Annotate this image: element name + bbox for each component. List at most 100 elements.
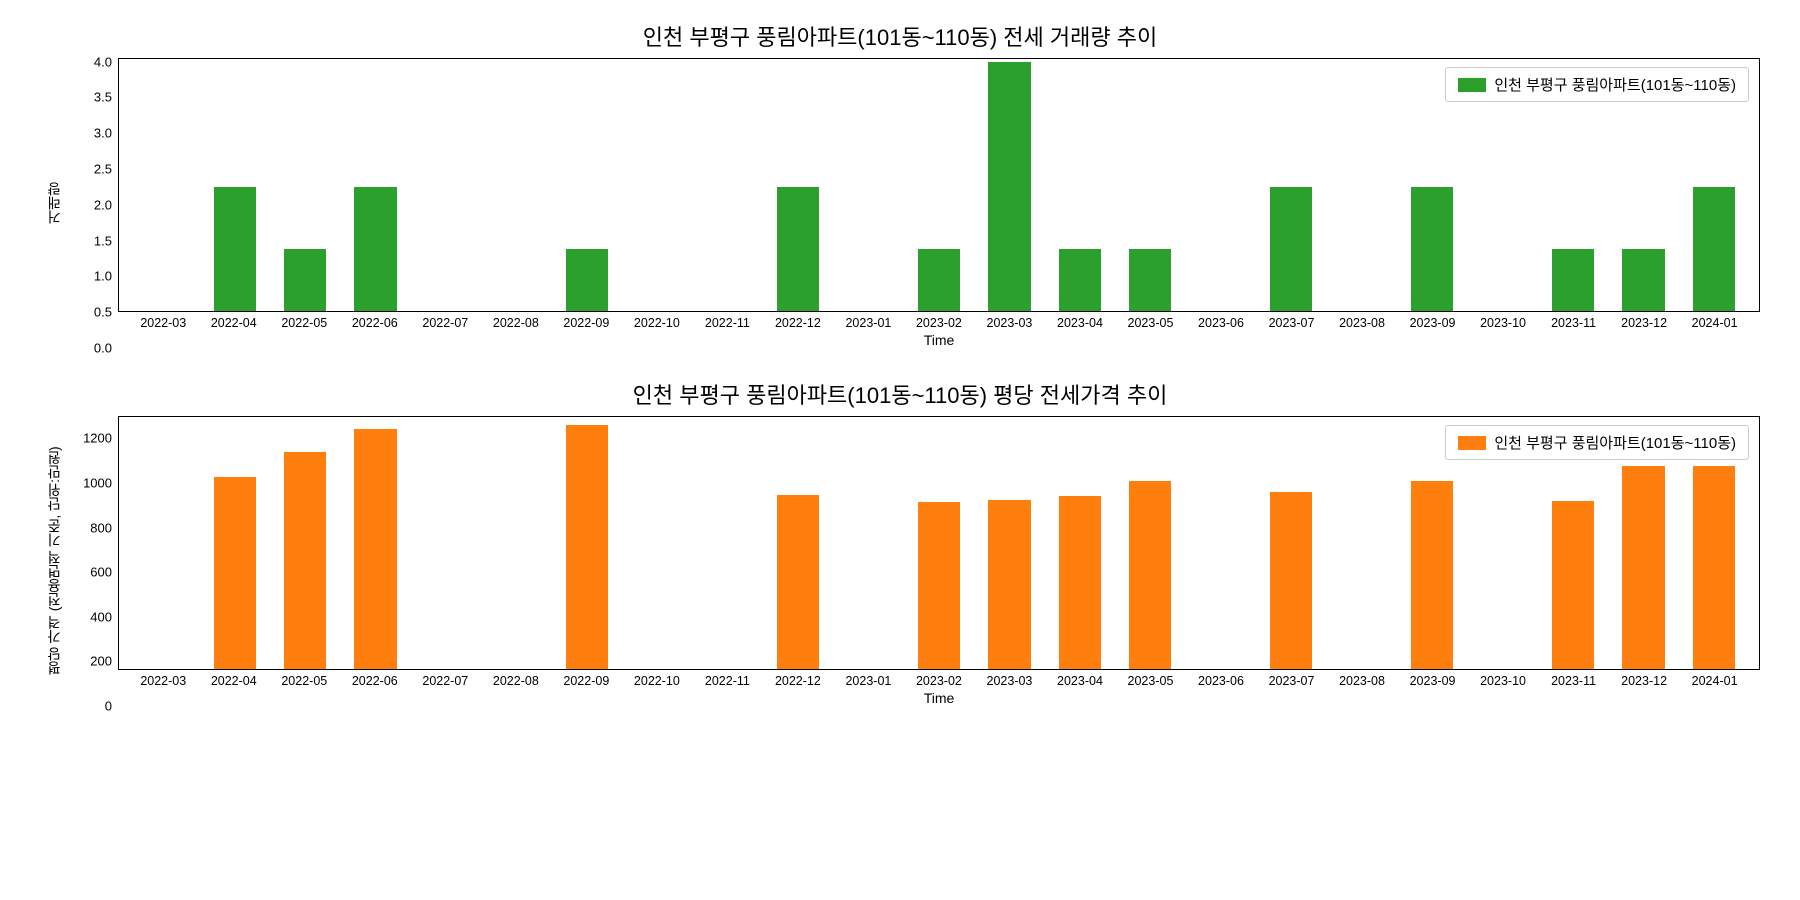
plot-wrap: 인천 부평구 풍림아파트(101동~110동) 2022-032022-04202… (118, 416, 1760, 706)
x-tick: 2022-10 (622, 316, 693, 330)
bar (1622, 466, 1664, 669)
x-tick: 2023-05 (1115, 316, 1186, 330)
x-tick: 2023-03 (974, 316, 1045, 330)
x-tick: 2022-07 (410, 674, 481, 688)
bar-slot (199, 59, 269, 311)
bar-slot (129, 59, 199, 311)
bar (284, 452, 326, 669)
x-tick: 2023-05 (1115, 674, 1186, 688)
x-tick: 2023-04 (1045, 316, 1116, 330)
bar (1693, 187, 1735, 311)
x-tick: 2024-01 (1679, 674, 1750, 688)
x-tick: 2022-09 (551, 316, 622, 330)
bar-slot (622, 59, 692, 311)
x-tick: 2022-03 (128, 316, 199, 330)
bar (214, 187, 256, 311)
y-tick: 200 (90, 655, 112, 668)
bar-slot (622, 417, 692, 669)
bar-slot (1115, 417, 1185, 669)
bar-slot (974, 59, 1044, 311)
legend-label: 인천 부평구 풍림아파트(101동~110동) (1494, 432, 1736, 453)
y-tick: 600 (90, 566, 112, 579)
x-axis-label: Time (118, 332, 1760, 348)
x-tick: 2023-08 (1327, 674, 1398, 688)
x-tick: 2023-12 (1609, 316, 1680, 330)
x-tick: 2022-11 (692, 674, 763, 688)
chart-title: 인천 부평구 풍림아파트(101동~110동) 전세 거래량 추이 (40, 20, 1760, 52)
x-tick: 2022-05 (269, 674, 340, 688)
bar-slot (270, 417, 340, 669)
y-tick: 0 (105, 700, 112, 713)
bar (1693, 466, 1735, 669)
x-tick: 2023-12 (1609, 674, 1680, 688)
y-tick: 0.0 (94, 342, 112, 355)
bar-slot (481, 59, 551, 311)
x-tick: 2022-03 (128, 674, 199, 688)
x-tick: 2023-09 (1397, 674, 1468, 688)
bar (1270, 492, 1312, 669)
x-tick: 2023-06 (1186, 316, 1257, 330)
bar-slot (340, 59, 410, 311)
bar-slot (552, 417, 622, 669)
bar-slot (1256, 417, 1326, 669)
y-tick: 1000 (83, 476, 112, 489)
y-tick: 4.0 (94, 55, 112, 68)
x-tick: 2023-07 (1256, 674, 1327, 688)
bar (1129, 249, 1171, 311)
bar (1411, 481, 1453, 669)
x-tick: 2023-01 (833, 316, 904, 330)
bar (988, 62, 1030, 311)
bar-slot (833, 417, 903, 669)
bar (918, 502, 960, 669)
chart-title: 인천 부평구 풍림아파트(101동~110동) 평당 전세가격 추이 (40, 378, 1760, 410)
bar (566, 249, 608, 311)
bar (777, 495, 819, 669)
bar-slot (904, 417, 974, 669)
x-tick: 2023-07 (1256, 316, 1327, 330)
bar-slot (411, 417, 481, 669)
x-tick: 2023-08 (1327, 316, 1398, 330)
bar (284, 249, 326, 311)
x-tick: 2022-06 (340, 674, 411, 688)
plot-area: 인천 부평구 풍림아파트(101동~110동) (118, 416, 1760, 670)
bar (354, 187, 396, 311)
bar-slot (199, 417, 269, 669)
y-tick: 2.0 (94, 198, 112, 211)
x-tick: 2023-04 (1045, 674, 1116, 688)
bar (1552, 249, 1594, 311)
chart-body: 거래량4.03.53.02.52.01.51.00.50.0인천 부평구 풍림아… (40, 58, 1760, 348)
x-tick: 2023-10 (1468, 674, 1539, 688)
x-axis: 2022-032022-042022-052022-062022-072022-… (118, 312, 1760, 330)
x-tick: 2022-09 (551, 674, 622, 688)
bar-slot (974, 417, 1044, 669)
x-tick: 2022-05 (269, 316, 340, 330)
x-tick: 2022-11 (692, 316, 763, 330)
x-tick: 2022-07 (410, 316, 481, 330)
bar-slot (481, 417, 551, 669)
legend-label: 인천 부평구 풍림아파트(101동~110동) (1494, 74, 1736, 95)
legend-swatch (1458, 436, 1486, 450)
y-axis-label: 평당 가격 (전용면적 기준, 단위:만원) (40, 416, 68, 706)
bar (1270, 187, 1312, 311)
x-axis: 2022-032022-042022-052022-062022-072022-… (118, 670, 1760, 688)
y-tick: 1.0 (94, 270, 112, 283)
bar-slot (904, 59, 974, 311)
bar (1129, 481, 1171, 669)
bar (918, 249, 960, 311)
bar (1411, 187, 1453, 311)
bar (214, 477, 256, 669)
x-tick: 2022-06 (340, 316, 411, 330)
bar-slot (1256, 59, 1326, 311)
x-tick: 2022-08 (481, 316, 552, 330)
x-tick: 2023-03 (974, 674, 1045, 688)
x-tick: 2023-02 (904, 316, 975, 330)
x-tick: 2022-04 (199, 316, 270, 330)
x-tick: 2022-10 (622, 674, 693, 688)
y-tick: 3.5 (94, 91, 112, 104)
y-axis-label: 거래량 (40, 58, 68, 348)
x-tick: 2022-12 (763, 674, 834, 688)
bar-slot (833, 59, 903, 311)
legend: 인천 부평구 풍림아파트(101동~110동) (1445, 425, 1749, 460)
plot-wrap: 인천 부평구 풍림아파트(101동~110동)2022-032022-04202… (118, 58, 1760, 348)
x-tick: 2023-01 (833, 674, 904, 688)
